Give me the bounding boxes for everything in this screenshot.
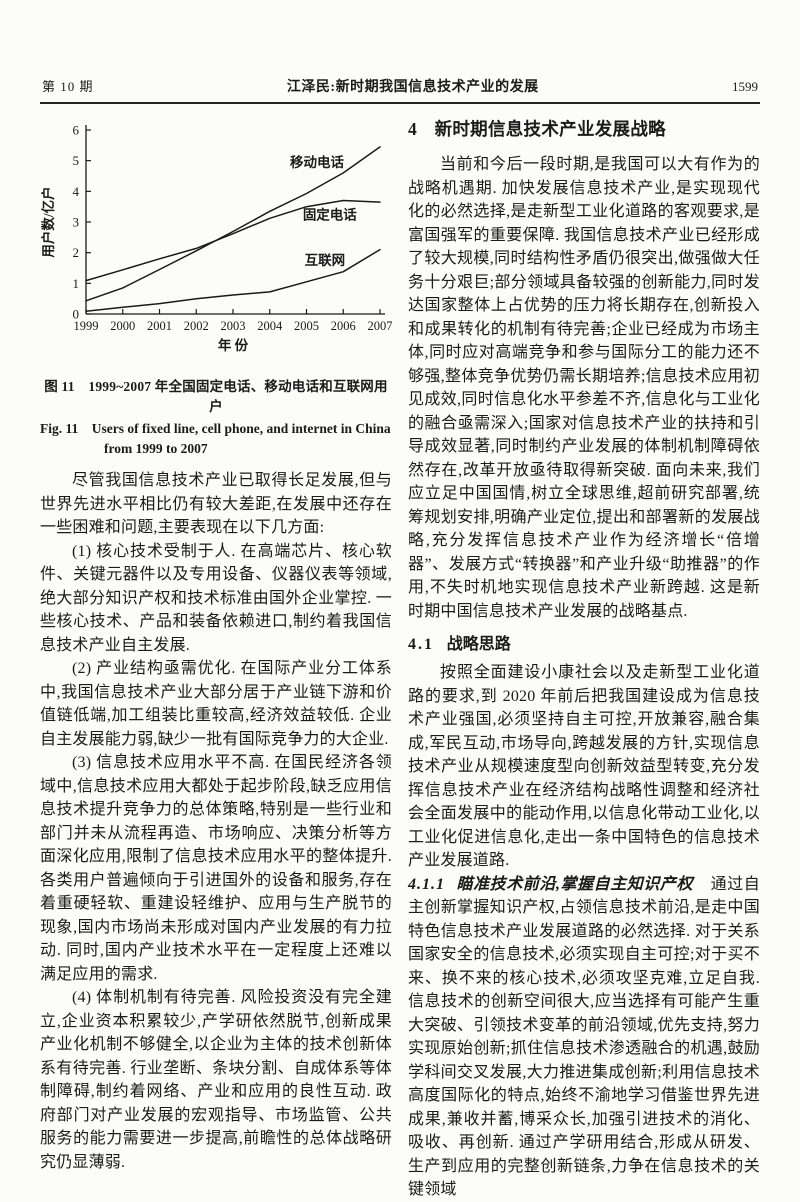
svg-text:1: 1 [73, 276, 80, 291]
section-title: 新时期信息技术产业发展战略 [434, 119, 666, 139]
body-paragraph: (1) 核心技术受制于人. 在高端芯片、核心软件、关键元器件以及专用设备、仪器仪… [40, 542, 392, 654]
svg-text:互联网: 互联网 [305, 253, 346, 268]
body-paragraph: (2) 产业结构亟需优化. 在国际产业分工体系中,我国信息技术产业大部分居于产业… [40, 660, 392, 748]
section-4-heading: 4 新时期信息技术产业发展战略 [408, 116, 760, 141]
svg-text:2001: 2001 [147, 319, 172, 333]
figure-caption-cn: 图 11 1999~2007 年全国固定电话、移动电话和互联网用户 [44, 379, 388, 414]
section-title: 战略思路 [446, 636, 511, 653]
svg-text:1999: 1999 [74, 319, 99, 333]
svg-text:固定电话: 固定电话 [303, 207, 357, 223]
svg-text:5: 5 [73, 153, 80, 168]
section-4-1-heading: 4.1 战略思路 [408, 630, 760, 654]
journal-page: 第 10 期 江泽民:新时期我国信息技术产业的发展 1599 0 1 2 3 4 5 6 19… [40, 0, 760, 1202]
section-4-1-1-paragraph: 4.1.1 瞄准技术前沿,掌握自主知识产权 通过自主创新掌握知识产权,占领信息技术前… [408, 873, 760, 1202]
svg-text:4: 4 [73, 184, 80, 199]
svg-text:移动电话: 移动电话 [290, 154, 344, 170]
page-number: 1599 [732, 79, 758, 94]
section-title: 瞄准技术前沿,掌握自主知识产权 [456, 875, 694, 893]
svg-text:6: 6 [73, 123, 80, 138]
figure-11: 0 1 2 3 4 5 6 1999 2000 2001 2002 2003 2004 2005 2006 2… [40, 116, 393, 459]
issue-number: 第 10 期 [42, 79, 94, 94]
line-chart: 0 1 2 3 4 5 6 1999 2000 2001 2002 2003 2004 2005 2006 2… [40, 123, 393, 354]
figure-caption-en: Fig. 11 Users of fixed line, cell phone,… [40, 421, 391, 456]
svg-text:2005: 2005 [294, 319, 319, 333]
svg-text:2007: 2007 [368, 319, 393, 333]
left-column: 0 1 2 3 4 5 6 1999 2000 2001 2002 2003 2004 2005 2006 2… [40, 116, 393, 1202]
svg-text:2000: 2000 [110, 319, 135, 333]
section-number: 4.1 [408, 636, 434, 653]
body-paragraph: 当前和今后一段时期,是我国可以大有作为的战略机遇期. 加快发展信息技术产业,是实… [408, 156, 760, 620]
right-column: 4 新时期信息技术产业发展战略 当前和今后一段时期,是我国可以大有作为的战略机遇期… [408, 116, 760, 1202]
body-paragraph: 按照全面建设小康社会以及走新型工业化道路的要求,到 2020 年前后把我国建设成… [408, 664, 760, 869]
body-paragraph: 尽管我国信息技术产业已取得长足发展,但与世界先进水平相比仍有较大差距,在发展中还… [40, 472, 392, 536]
running-title: 江泽民:新时期我国信息技术产业的发展 [286, 80, 539, 95]
page-header: 第 10 期 江泽民:新时期我国信息技术产业的发展 1599 [40, 76, 760, 102]
body-paragraph: (3) 信息技术应用水平不高. 在国民经济各领域中,信息技术应用大都处于起步阶段… [40, 754, 392, 983]
svg-text:2003: 2003 [221, 319, 246, 333]
section-number: 4 [408, 119, 418, 139]
section-number: 4.1.1 [408, 875, 445, 893]
svg-text:用户数/亿户: 用户数/亿户 [40, 186, 56, 257]
svg-text:2: 2 [73, 245, 80, 260]
svg-text:2004: 2004 [257, 319, 283, 333]
header-rule [40, 102, 760, 104]
svg-text:0: 0 [73, 307, 80, 322]
svg-text:年 份: 年 份 [218, 337, 249, 353]
body-paragraph: (4) 体制机制有待完善. 风险投资没有完全建立,企业资本积累较少,产学研依然脱… [40, 989, 392, 1171]
svg-text:2006: 2006 [331, 319, 356, 333]
svg-text:3: 3 [73, 215, 80, 230]
svg-text:2002: 2002 [184, 319, 209, 333]
run-in-text: 通过自主创新掌握知识产权,占领信息技术前沿,是走中国特色信息技术产业发展道路的必… [408, 875, 760, 1199]
two-column-body: 0 1 2 3 4 5 6 1999 2000 2001 2002 2003 2004 2005 2006 2… [40, 116, 760, 1202]
